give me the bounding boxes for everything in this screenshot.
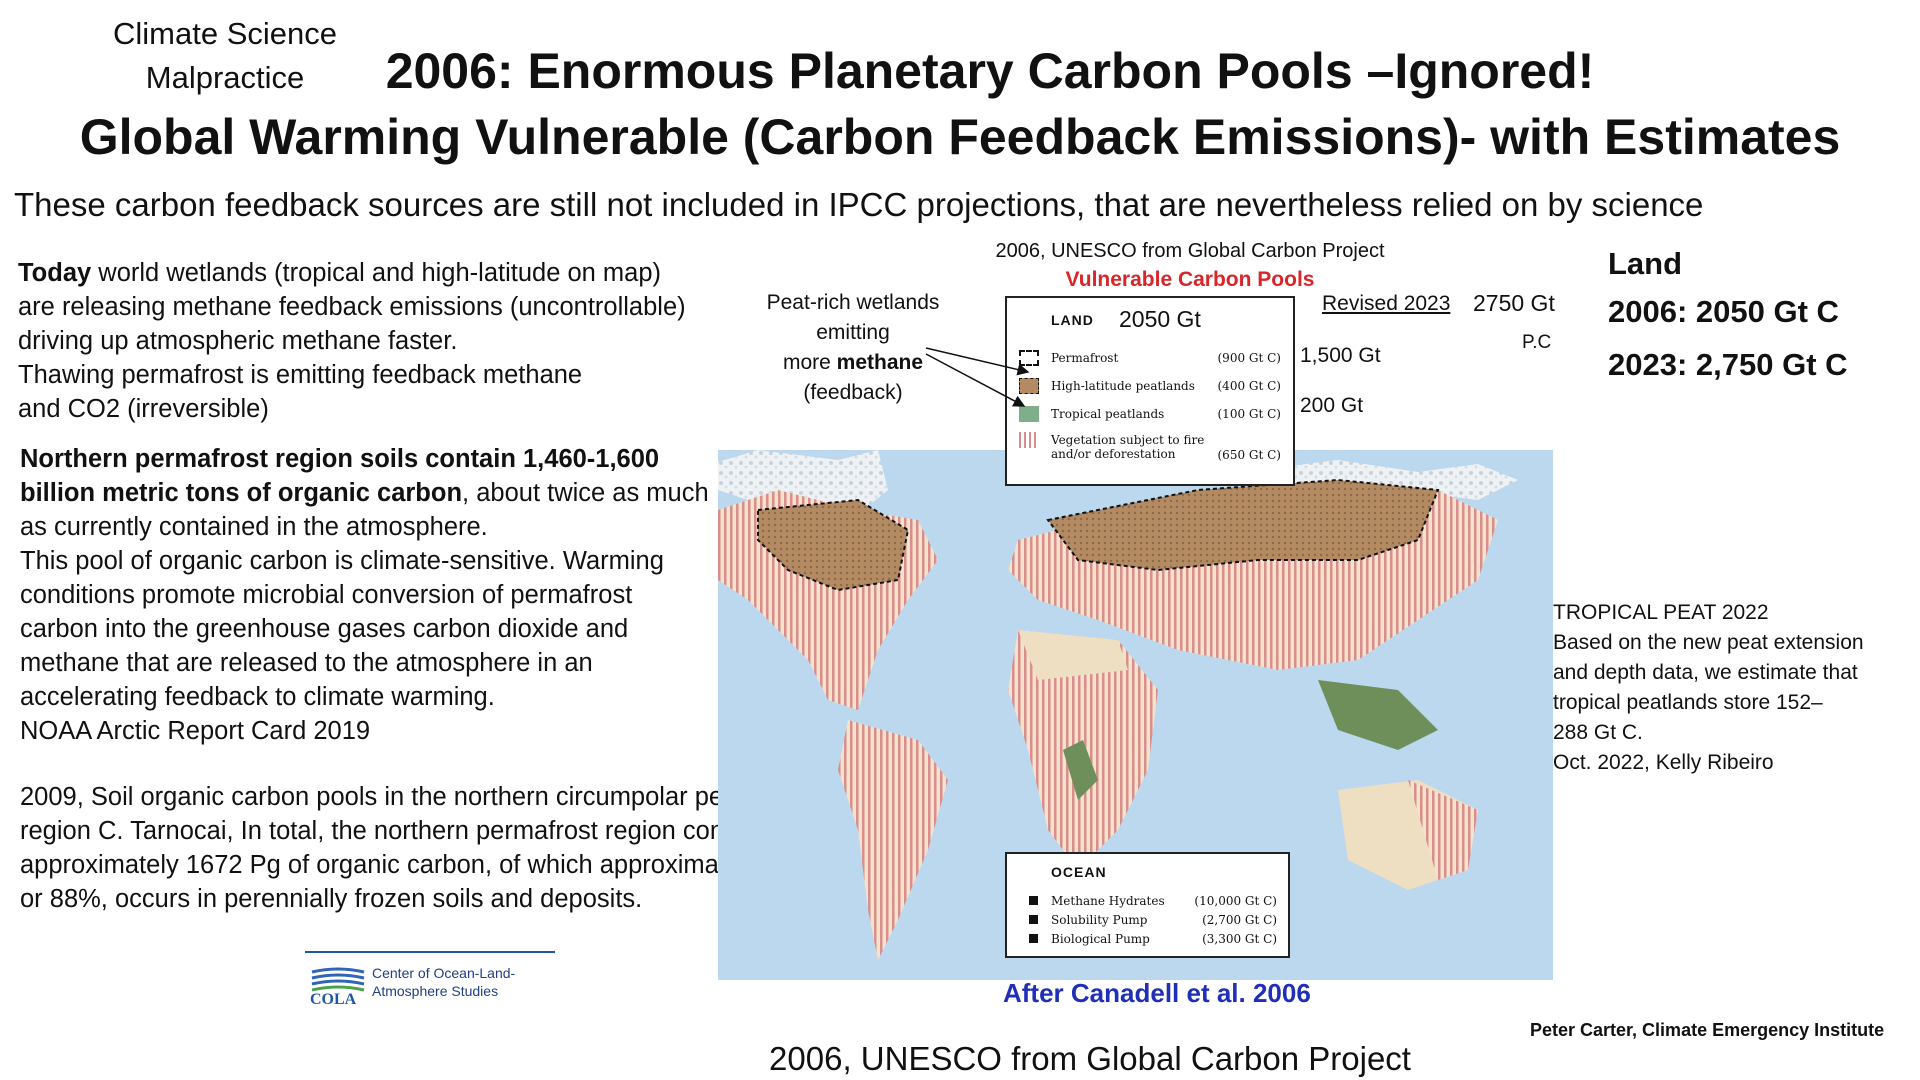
peat-label-line-4: (feedback) — [803, 381, 903, 404]
noaa-line-3: as currently contained in the atmosphere… — [20, 513, 488, 541]
ocean-label: Solubility Pump — [1051, 913, 1148, 927]
se-asia-peat — [1318, 680, 1438, 750]
eurasia-permafrost — [1046, 478, 1440, 572]
noaa-bold-2: billion metric tons of organic carbon — [20, 479, 463, 507]
subtitle: These carbon feedback sources are still … — [14, 186, 1704, 223]
noaa-line-9: NOAA Arctic Report Card 2019 — [20, 717, 371, 745]
tropical-line-5: 288 Gt C. — [1553, 721, 1643, 744]
source-bottom: 2006, UNESCO from Global Carbon Project — [769, 1040, 1411, 1077]
cola-line-1: Center of Ocean-Land- — [372, 965, 516, 981]
noaa-line-5: conditions promote microbial conversion … — [20, 581, 633, 609]
cola-divider — [305, 951, 555, 953]
tropical-peat-swatch — [1019, 406, 1039, 422]
bullet-icon — [1029, 915, 1038, 924]
legend-label: Vegetation subject to fire and/or defores… — [1051, 433, 1205, 461]
peat-wetlands-label: Peat-rich wetlands emitting more methane… — [748, 288, 958, 408]
corner-label-line-1: Climate Science — [113, 16, 337, 51]
legend-label: Tropical peatlands — [1051, 407, 1165, 421]
revised-value: 2750 Gt — [1473, 290, 1555, 316]
south-america — [838, 720, 948, 960]
arrow-icon — [925, 347, 1030, 407]
peatland-swatch — [1019, 378, 1039, 394]
tropical-line-3: and depth data, we estimate that — [1553, 661, 1858, 684]
cola-text: Center of Ocean-Land- Atmosphere Studies — [372, 964, 515, 1000]
noaa-line-6: carbon into the greenhouse gases carbon … — [20, 615, 629, 643]
corner-label: Climate Science Malpractice — [100, 12, 350, 100]
tropical-line-4: tropical peatlands store 152– — [1553, 691, 1823, 714]
tropical-line-1: TROPICAL PEAT 2022 — [1553, 601, 1769, 624]
legend-label: Permafrost — [1051, 351, 1119, 365]
tropical-line-2: Based on the new peat extension — [1553, 631, 1864, 654]
peat-label-line-2: emitting — [816, 321, 890, 344]
cola-abbr: COLA — [310, 991, 357, 1006]
peat-label-line-3a: more — [782, 351, 837, 374]
noaa-line-7: methane that are released to the atmosph… — [20, 649, 593, 677]
today-bold: Today — [18, 259, 92, 287]
today-line-3: driving up atmospheric methane faster. — [18, 327, 458, 355]
map-title: Vulnerable Carbon Pools — [1065, 268, 1315, 291]
legend-value: (650 Gt C) — [1217, 448, 1282, 462]
today-line-4: Thawing permafrost is emitting feedback … — [18, 361, 583, 389]
ocean-value: (3,300 Gt C) — [1202, 932, 1277, 946]
ocean-label: Biological Pump — [1051, 932, 1150, 946]
legend-value: (100 Gt C) — [1217, 407, 1282, 421]
revised-label: Revised 2023 — [1322, 292, 1451, 315]
ocean-legend: OCEAN Methane Hydrates (10,000 Gt C) Sol… — [1005, 852, 1290, 958]
annotation-tropical: 200 Gt — [1300, 394, 1364, 417]
land-summary: Land 2006: 2050 Gt C 2023: 2,750 Gt C — [1608, 240, 1848, 389]
today-line-2: are releasing methane feedback emissions… — [18, 293, 686, 321]
peat-label-line-1: Peat-rich wetlands — [766, 291, 940, 314]
ocean-legend-header: OCEAN — [1051, 864, 1107, 880]
today-line-5: and CO2 (irreversible) — [18, 395, 269, 423]
ocean-value: (2,700 Gt C) — [1202, 913, 1277, 927]
title-line-2: Global Warming Vulnerable (Carbon Feedba… — [79, 109, 1841, 165]
ocean-value: (10,000 Gt C) — [1194, 894, 1277, 908]
tarnocai-line-2: region C. Tarnocai, In total, the northe… — [20, 817, 778, 845]
noaa-bold-1: Northern permafrost region soils contain… — [20, 445, 660, 473]
north-america-permafrost — [757, 498, 910, 592]
legend-row-vegetation-fire: Vegetation subject to fire and/or defores… — [1019, 432, 1285, 468]
ocean-label: Methane Hydrates — [1051, 894, 1165, 908]
australia-hatch — [1408, 780, 1478, 880]
title-line-1: 2006: Enormous Planetary Carbon Pools –I… — [385, 43, 1595, 99]
bullet-icon — [1029, 934, 1038, 943]
paragraph-noaa: Northern permafrost region soils contain… — [20, 442, 720, 748]
noaa-rest-2: , about twice as much — [462, 479, 709, 507]
today-line-1: world wetlands (tropical and high-latitu… — [91, 259, 662, 287]
tarnocai-line-4: or 88%, occurs in perennially frozen soi… — [20, 885, 643, 913]
land-legend-header: LAND — [1051, 312, 1094, 328]
fire-swatch — [1019, 432, 1039, 448]
congo-peat — [1063, 740, 1098, 800]
tropical-peat-note: TROPICAL PEAT 2022 Based on the new peat… — [1553, 598, 1913, 778]
land-summary-2006: 2006: 2050 Gt C — [1608, 294, 1839, 329]
land-legend: LAND 2050 Gt Permafrost (900 Gt C) High-… — [1005, 296, 1295, 486]
legend-value: (400 Gt C) — [1217, 379, 1282, 393]
pc-label: P.C — [1522, 332, 1552, 353]
after-credit: After Canadell et al. 2006 — [1003, 978, 1311, 1008]
peat-label-line-3b: methane — [836, 351, 924, 374]
map-source-top: 2006, UNESCO from Global Carbon Project — [995, 240, 1385, 262]
cola-logo-icon: COLA — [310, 967, 365, 1006]
legend-label: High-latitude peatlands — [1051, 379, 1195, 393]
cola-line-2: Atmosphere Studies — [372, 983, 499, 999]
legend-value: (900 Gt C) — [1217, 351, 1282, 365]
noaa-line-8: accelerating feedback to climate warming… — [20, 683, 495, 711]
corner-label-line-2: Malpractice — [145, 60, 305, 95]
sahara — [1018, 630, 1128, 680]
land-legend-total: 2050 Gt — [1119, 306, 1201, 332]
paragraph-today: Today world wetlands (tropical and high-… — [18, 256, 738, 426]
tarnocai-line-1: 2009, Soil organic carbon pools in the n… — [20, 783, 817, 811]
bullet-icon — [1029, 896, 1038, 905]
land-summary-2023: 2023: 2,750 Gt C — [1608, 347, 1848, 382]
land-summary-title: Land — [1608, 246, 1683, 281]
noaa-line-4: This pool of organic carbon is climate-s… — [20, 547, 664, 575]
author-credit: Peter Carter, Climate Emergency Institut… — [1530, 1020, 1885, 1040]
annotation-permafrost: 1,500 Gt — [1300, 344, 1381, 367]
tropical-line-6: Oct. 2022, Kelly Ribeiro — [1553, 751, 1774, 774]
